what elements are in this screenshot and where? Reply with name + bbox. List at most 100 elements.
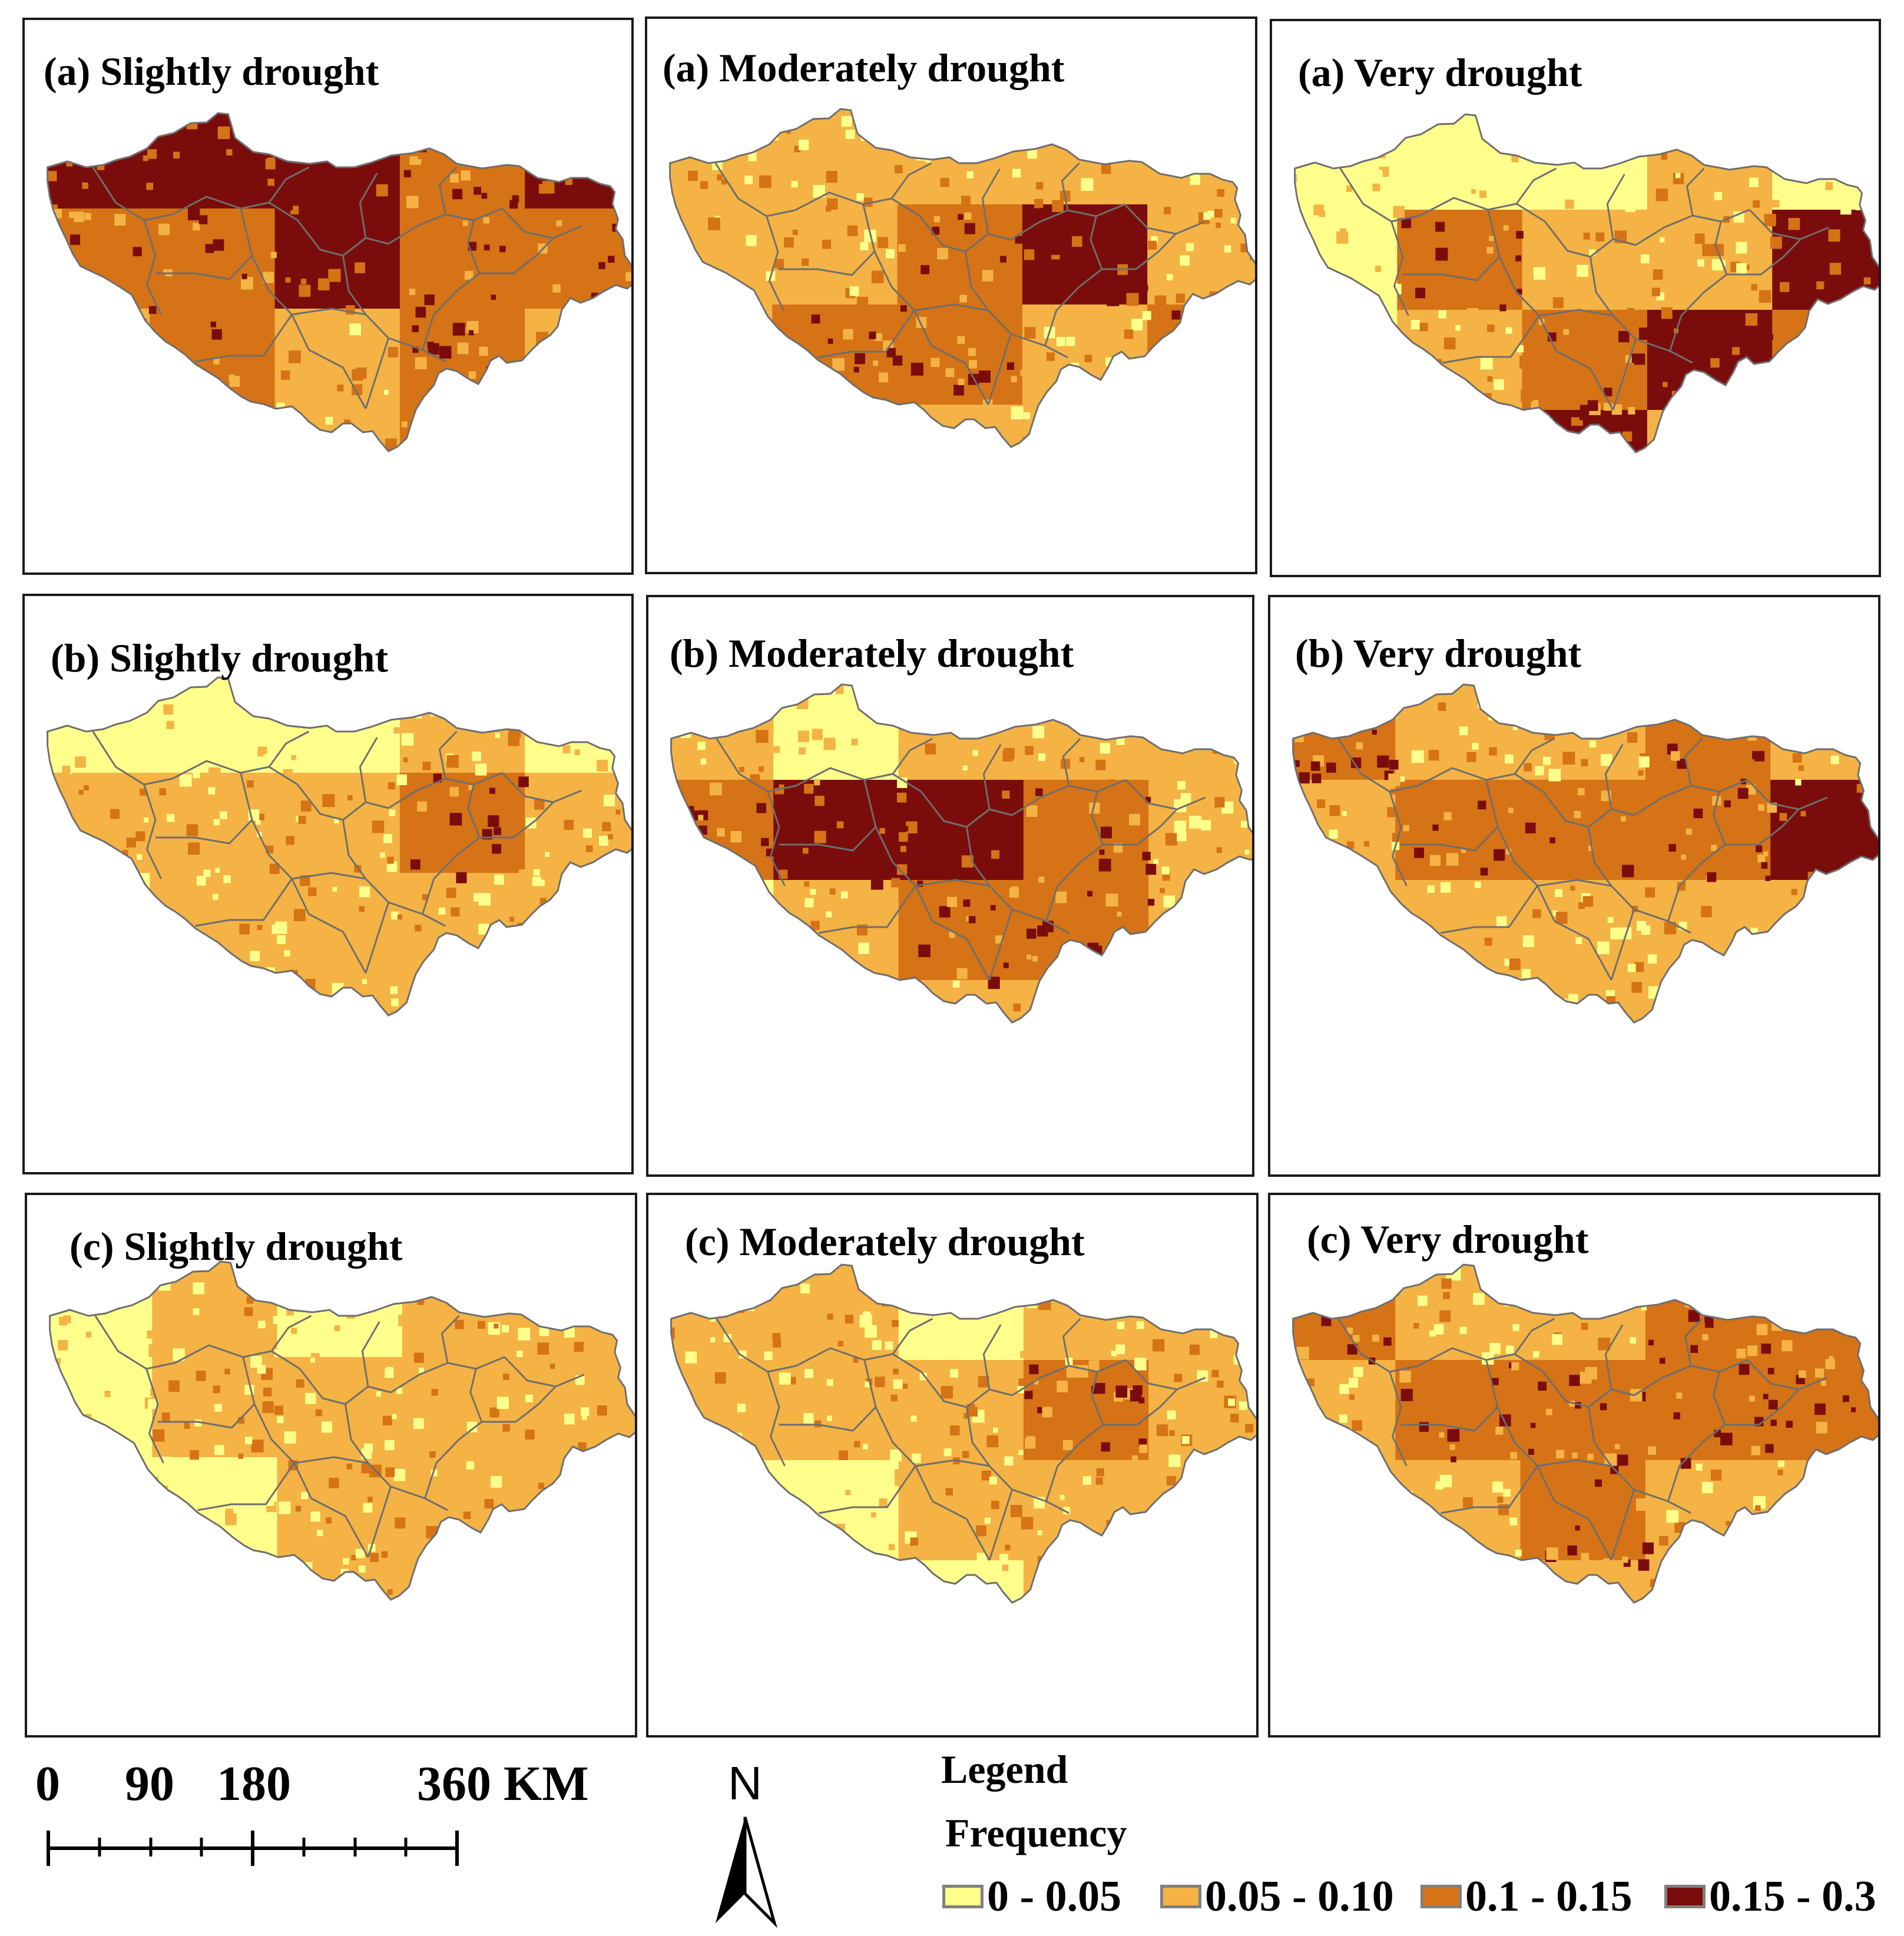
map-pixel [585, 1008, 597, 1015]
map-pixel [201, 425, 211, 435]
map-pixel [810, 921, 820, 931]
map-pixel [988, 977, 1000, 989]
map-pixel [972, 750, 978, 756]
map-pixel [1112, 270, 1120, 277]
map-pixel [1480, 868, 1488, 876]
drought-frequency-map [1292, 1263, 1878, 1612]
map-pixel [1245, 691, 1252, 704]
map-pixel [506, 993, 514, 1001]
map-pixel [872, 1340, 882, 1351]
district-boundary [1686, 167, 1705, 216]
map-pixel [156, 117, 163, 124]
map-pixel [1410, 320, 1420, 330]
map-pixel [97, 389, 108, 400]
map-pixel [84, 785, 89, 790]
map-pixel [526, 1534, 537, 1546]
map-pixel [291, 755, 296, 760]
map-pixel [1115, 1385, 1128, 1398]
map-pixel [84, 213, 91, 220]
map-pixel [305, 989, 312, 995]
map-pixel [213, 1560, 226, 1573]
district-boundary [1667, 1500, 1691, 1514]
map-pixel [671, 934, 677, 947]
map-pixel [717, 828, 725, 837]
map-pixel [1496, 916, 1507, 927]
map-pixel [1791, 141, 1801, 151]
map-pixel [1298, 1529, 1304, 1535]
map-pixel [1444, 337, 1456, 350]
map-pixel [194, 1419, 202, 1427]
map-pixel [1117, 911, 1122, 917]
map-pixel [1313, 714, 1322, 724]
map-pixel [265, 159, 276, 170]
map-pixel [47, 854, 48, 859]
map-cell [1395, 1360, 1521, 1461]
map-pixel [323, 1025, 333, 1036]
map-pixel [509, 916, 515, 922]
district-boundary [1612, 339, 1637, 411]
map-pixel [910, 1537, 919, 1546]
map-pixel [1853, 962, 1864, 973]
district-boundary [981, 168, 1001, 234]
map-pixel [1366, 936, 1372, 944]
scale-bar: 0 90 180 360 KM [24, 1755, 624, 1873]
district-boundary [1402, 256, 1501, 282]
map-pixel [893, 1368, 899, 1375]
map-cell [773, 980, 899, 1022]
district-boundary [1633, 779, 1749, 816]
map-pixel [791, 452, 801, 462]
map-pixel [1492, 1481, 1504, 1493]
map-pixel [398, 914, 403, 920]
map-pixel [1767, 802, 1777, 813]
map-pixel [1612, 139, 1620, 147]
map-cell [277, 1557, 403, 1600]
map-pixel [1875, 1359, 1878, 1366]
map-pixel [1418, 1295, 1428, 1306]
map-pixel [1107, 1613, 1112, 1619]
map-pixel [1494, 849, 1505, 861]
map-pixel [332, 886, 337, 892]
map-pixel [1489, 747, 1497, 756]
map-pixel [1714, 191, 1723, 200]
map-pixel [1224, 245, 1231, 253]
map-pixel [718, 913, 724, 919]
map-pixel [468, 991, 477, 999]
map-pixel [1390, 416, 1399, 425]
map-pixel [253, 1607, 260, 1614]
map-pixel [1395, 369, 1405, 379]
map-pixel [293, 723, 305, 736]
map-pixel [1439, 1432, 1445, 1438]
map-pixel [1814, 1403, 1826, 1415]
map-cell [1023, 1265, 1150, 1361]
map-cell [1772, 114, 1879, 210]
district-boundary [817, 310, 915, 359]
map-pixel [1548, 769, 1561, 782]
map-pixel [1208, 1000, 1217, 1008]
map-pixel [491, 362, 502, 372]
map-pixel [989, 1476, 997, 1485]
map-pixel [1240, 1321, 1249, 1330]
map-pixel [270, 251, 277, 259]
map-pixel [1226, 1610, 1234, 1619]
map-pixel [298, 816, 306, 824]
map-panel-b-moderate: (b) Moderately drought [646, 595, 1254, 1177]
map-pixel [1332, 876, 1337, 882]
map-pixel [257, 746, 267, 757]
map-pixel [1737, 787, 1749, 799]
map-pixel [836, 452, 846, 464]
district-boundary [1045, 1500, 1069, 1514]
map-pixel [581, 687, 592, 697]
map-pixel [1877, 729, 1878, 741]
map-pixel [1243, 974, 1249, 981]
map-pixel [1671, 751, 1680, 761]
map-pixel [1239, 1401, 1248, 1410]
district-boundary [1135, 233, 1177, 270]
map-pixel [1516, 1603, 1525, 1612]
district-boundary [892, 737, 933, 775]
map-pixel [731, 879, 742, 891]
district-boundary [863, 1359, 933, 1502]
map-pixel [1186, 243, 1194, 251]
map-pixel [1140, 460, 1148, 469]
map-pixel [108, 882, 114, 888]
map-pixel [1347, 330, 1359, 343]
